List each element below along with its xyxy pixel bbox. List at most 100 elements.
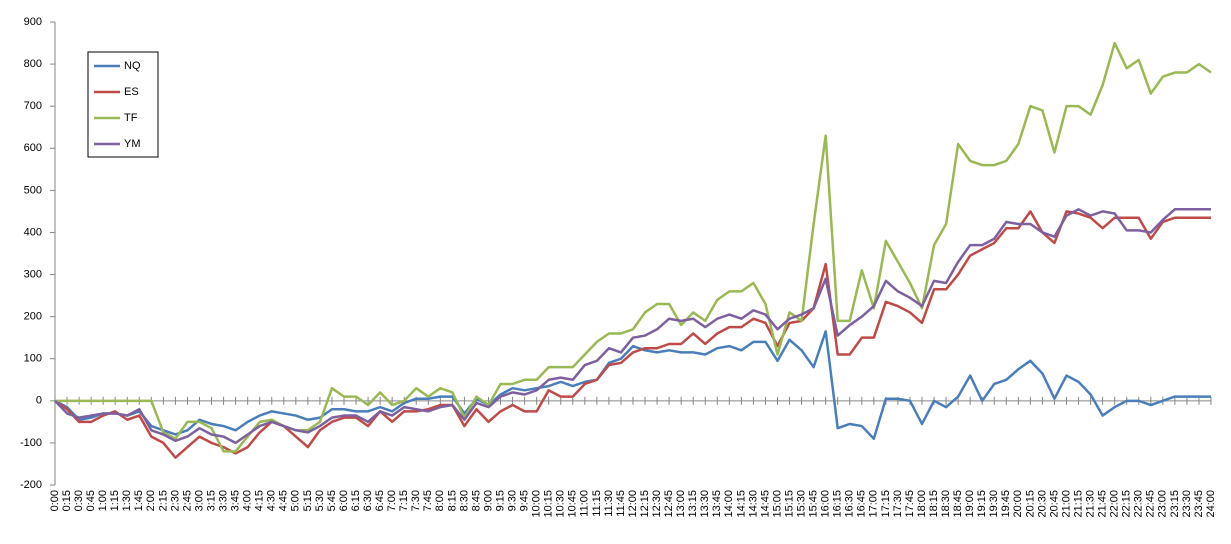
y-tick-label: 0 — [36, 395, 42, 407]
x-tick-label: 9:45 — [519, 490, 531, 511]
x-tick-label: 8:30 — [458, 490, 470, 511]
legend-box — [87, 51, 159, 158]
x-tick-label: 10:00 — [531, 490, 543, 518]
x-tick-label: 16:00 — [820, 490, 832, 518]
x-tick-label: 11:00 — [579, 490, 591, 517]
x-tick-label: 10:30 — [555, 490, 567, 518]
x-tick-label: 19:15 — [976, 490, 988, 518]
x-tick-label: 14:00 — [723, 490, 735, 518]
x-tick-label: 4:15 — [254, 490, 266, 511]
x-tick-label: 19:30 — [988, 490, 1000, 518]
x-tick-label: 3:30 — [217, 490, 229, 511]
series-line — [54, 330, 1211, 440]
x-tick-label: 17:45 — [904, 490, 916, 518]
x-tick-label: 7:15 — [398, 490, 410, 511]
x-tick-label: 15:00 — [771, 490, 783, 518]
x-tick-label: 23:00 — [1157, 490, 1169, 518]
x-tick-label: 12:15 — [639, 490, 651, 518]
x-tick-label: 18:30 — [940, 490, 952, 518]
x-tick-label: 4:00 — [242, 490, 254, 511]
y-tick-label: 800 — [24, 58, 42, 70]
x-tick-label: 10:45 — [567, 490, 579, 518]
x-tick-label: 21:45 — [1097, 490, 1109, 518]
x-tick-label: 17:30 — [892, 490, 904, 518]
y-tick-label: 200 — [24, 311, 42, 323]
y-tick-label: -100 — [20, 437, 42, 449]
x-tick-label: 5:45 — [326, 490, 338, 511]
x-tick-label: 22:00 — [1109, 490, 1121, 518]
x-tick-label: 16:45 — [856, 490, 868, 518]
x-tick-label: 2:15 — [157, 490, 169, 511]
x-tick-label: 8:15 — [446, 490, 458, 511]
x-tick-label: 23:45 — [1193, 490, 1205, 518]
y-tick-label: 500 — [24, 184, 42, 196]
x-tick-label: 21:15 — [1072, 490, 1084, 518]
x-tick-label: 3:15 — [205, 490, 217, 511]
legend-label: NQ — [124, 60, 141, 72]
x-tick-label: 19:45 — [1000, 490, 1012, 518]
legend-label: YM — [124, 138, 141, 150]
x-tick-label: 1:30 — [121, 490, 133, 511]
x-tick-label: 1:15 — [109, 490, 121, 511]
x-tick-label: 1:00 — [97, 490, 109, 511]
x-tick-label: 23:30 — [1181, 490, 1193, 518]
x-tick-label: 13:30 — [699, 490, 711, 518]
x-tick-label: 6:45 — [374, 490, 386, 511]
x-tick-label: 2:45 — [181, 490, 193, 511]
x-tick-label: 3:45 — [230, 490, 242, 511]
x-tick-label: 20:00 — [1012, 490, 1024, 518]
x-tick-label: 19:00 — [964, 490, 976, 518]
x-tick-label: 11:45 — [615, 490, 627, 517]
x-tick-label: 13:00 — [675, 490, 687, 518]
y-tick-label: 700 — [24, 100, 42, 112]
x-tick-label: 14:45 — [759, 490, 771, 518]
x-tick-label: 20:30 — [1036, 490, 1048, 518]
x-tick-label: 13:45 — [711, 490, 723, 518]
x-tick-label: 20:45 — [1048, 490, 1060, 518]
x-tick-label: 18:15 — [928, 490, 940, 518]
x-tick-label: 5:30 — [314, 490, 326, 511]
x-tick-label: 5:00 — [290, 490, 302, 511]
x-tick-label: 7:00 — [386, 490, 398, 511]
legend-label: TF — [124, 112, 138, 124]
x-tick-label: 0:30 — [73, 490, 85, 511]
y-tick-label: 100 — [24, 353, 42, 365]
x-tick-label: 6:30 — [362, 490, 374, 511]
x-tick-label: 21:00 — [1060, 490, 1072, 518]
x-tick-label: 0:45 — [85, 490, 97, 511]
x-tick-label: 2:30 — [169, 490, 181, 511]
x-tick-label: 2:00 — [145, 490, 157, 511]
x-tick-label: 17:00 — [868, 490, 880, 518]
x-tick-label: 5:15 — [302, 490, 314, 511]
x-tick-label: 21:30 — [1084, 490, 1096, 518]
x-tick-label: 12:00 — [627, 490, 639, 518]
series-line — [54, 208, 1211, 445]
series-line — [55, 41, 1212, 453]
x-tick-label: 10:15 — [543, 490, 555, 518]
x-tick-label: 24:00 — [1205, 490, 1217, 518]
x-tick-label: 16:15 — [832, 490, 844, 518]
x-tick-label: 3:00 — [193, 490, 205, 511]
x-tick-label: 7:45 — [422, 490, 434, 511]
x-tick-label: 9:15 — [494, 490, 506, 511]
y-tick-label: -200 — [20, 479, 42, 491]
x-tick-label: 14:15 — [735, 490, 747, 518]
x-tick-label: 8:45 — [470, 490, 482, 511]
x-tick-label: 11:15 — [591, 490, 603, 517]
x-tick-label: 1:45 — [133, 490, 145, 511]
x-tick-label: 8:00 — [434, 490, 446, 511]
x-tick-label: 22:15 — [1121, 490, 1133, 518]
x-tick-label: 18:45 — [952, 490, 964, 518]
x-tick-label: 12:45 — [663, 490, 675, 518]
x-tick-label: 6:00 — [338, 490, 350, 511]
series-line — [54, 210, 1211, 459]
x-tick-label: 13:15 — [687, 490, 699, 518]
y-tick-label: 900 — [24, 16, 42, 28]
x-tick-label: 18:00 — [916, 490, 928, 518]
x-tick-label: 22:45 — [1145, 490, 1157, 518]
x-tick-label: 14:30 — [747, 490, 759, 518]
x-tick-label: 22:30 — [1133, 490, 1145, 518]
y-tick-label: 300 — [24, 268, 42, 280]
x-tick-label: 23:15 — [1169, 490, 1181, 518]
